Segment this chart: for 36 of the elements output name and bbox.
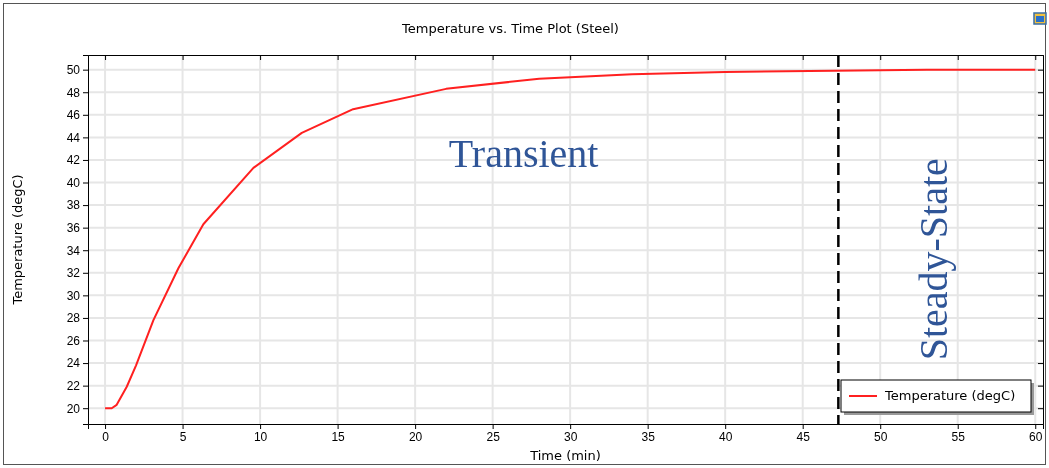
x-tick-label: 0 [102,429,110,444]
chart-title: Temperature vs. Time Plot (Steel) [401,21,619,36]
x-tick-label: 30 [563,429,578,444]
legend-label: Temperature (degC) [884,388,1016,403]
x-tick-label: 55 [951,429,966,444]
x-tick-label: 35 [641,429,656,444]
y-tick-label: 40 [66,175,81,190]
y-tick-label: 28 [66,311,81,326]
y-tick-label: 32 [66,266,81,281]
y-tick-label: 44 [66,130,81,145]
x-tick-label: 60 [1029,429,1043,444]
y-tick-label: 34 [66,243,81,258]
y-tick-label: 46 [66,108,81,123]
y-tick-label: 20 [66,401,81,416]
x-tick-label: 40 [719,429,733,444]
x-tick-label: 5 [179,429,187,444]
y-tick-label: 48 [66,85,81,100]
y-tick-label: 42 [66,153,81,168]
annotation: Steady-State [910,158,956,361]
x-tick-label: 25 [486,429,501,444]
y-axis-title: Temperature (degC) [10,174,25,306]
y-tick-label: 30 [66,288,81,303]
x-tick-label: 45 [796,429,811,444]
y-tick-label: 36 [66,220,81,235]
x-tick-label: 20 [408,429,423,444]
y-tick-label: 38 [66,198,81,213]
x-tick-label: 15 [331,429,346,444]
annotation: Transient [448,130,599,176]
x-tick-label: 50 [874,429,888,444]
y-tick-label: 50 [66,63,81,78]
line-series [104,68,1037,410]
y-tick-label: 22 [66,378,81,393]
x-axis-title: Time (min) [529,448,601,463]
y-tick-label: 24 [66,356,81,371]
x-tick-label: 10 [253,429,268,444]
y-tick-label: 26 [66,333,81,348]
